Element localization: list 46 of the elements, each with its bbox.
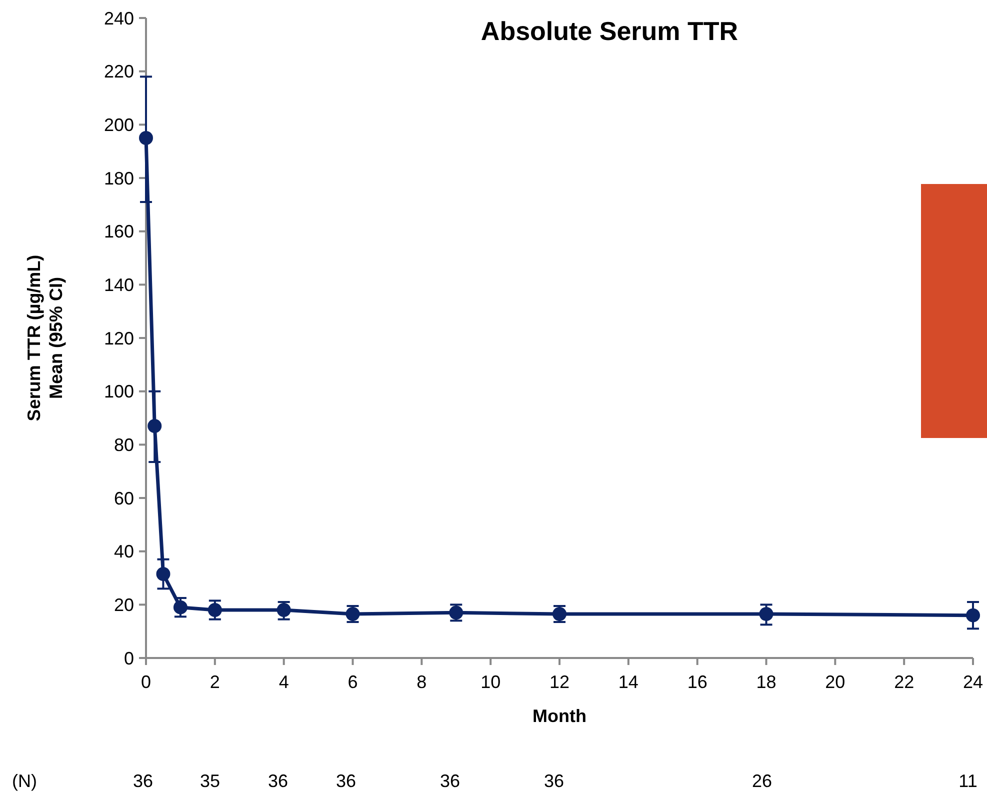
y-axis-title: Serum TTR (µg/mL) Mean (95% CI)	[24, 254, 66, 422]
text: 36	[544, 771, 564, 791]
x-tick-label: 0	[140, 672, 152, 692]
text: 26	[752, 771, 772, 791]
x-tick-label: 6	[348, 672, 358, 692]
x-tick-label: 12	[549, 672, 570, 692]
text: (N)	[12, 771, 37, 791]
y-tick-label: 200	[104, 114, 134, 135]
y-tick-label: 160	[104, 222, 134, 242]
x-tick-label: 16	[687, 672, 708, 692]
text: 36	[268, 771, 288, 791]
y-tick-label: 180	[104, 168, 134, 188]
point	[759, 607, 774, 621]
point	[156, 567, 170, 581]
y-tick-label: 240	[104, 8, 134, 28]
x-tick-label: 24	[962, 672, 984, 692]
y-tick-label: 80	[114, 434, 134, 455]
text: 36	[336, 771, 356, 791]
point	[208, 603, 222, 617]
y-tick-label: 100	[104, 382, 134, 402]
y-tick-label: 120	[104, 328, 134, 348]
x-tick-label: 14	[618, 672, 638, 692]
text: 36	[132, 771, 154, 791]
x-tick-label: 2	[210, 672, 220, 692]
y-tick-label: 60	[114, 488, 134, 508]
y-tick-label: 220	[104, 62, 134, 82]
x-tick-label: 18	[756, 672, 776, 692]
point	[139, 131, 153, 145]
x-tick-label: 22	[894, 672, 914, 692]
text: 35	[200, 771, 220, 791]
x-axis-title: Month	[532, 706, 586, 726]
chart-title: Absolute Serum TTR	[480, 16, 738, 46]
point	[276, 603, 291, 617]
y-tick-label: 0	[124, 648, 134, 668]
x-tick-label: 8	[416, 672, 427, 692]
y-tick-label: 20	[114, 594, 134, 615]
x-tick-label: 4	[278, 672, 289, 692]
point	[173, 600, 188, 614]
y-tick-label: 140	[104, 274, 134, 295]
x-tick-label: 20	[825, 672, 846, 692]
point	[148, 419, 162, 433]
text: 36	[440, 771, 460, 791]
x-tick-label: 10	[480, 672, 501, 692]
y-tick-label: 40	[114, 542, 134, 562]
point	[966, 608, 980, 622]
text: 11	[958, 771, 978, 791]
